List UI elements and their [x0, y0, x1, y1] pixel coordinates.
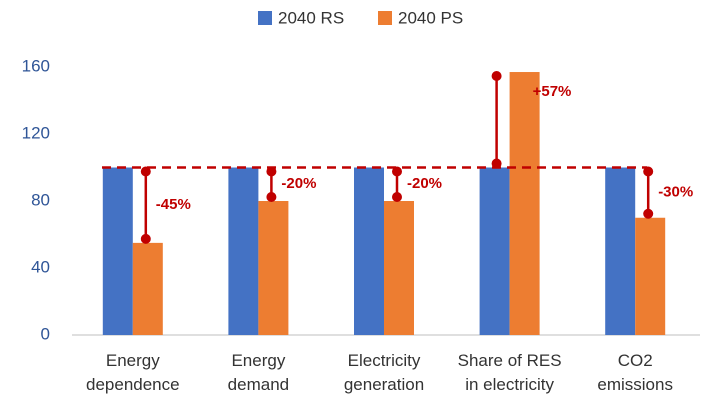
change-label: -20%: [407, 175, 442, 192]
y-tick-label: 160: [22, 56, 50, 75]
bar: [258, 201, 289, 335]
x-tick-label: Energy dependence: [86, 351, 180, 394]
change-dot: [140, 233, 151, 244]
legend-label: 2040 PS: [398, 8, 463, 27]
bar: [132, 242, 163, 335]
change-dot: [140, 166, 151, 177]
legend-swatch: [258, 11, 272, 25]
legend-swatch: [378, 11, 392, 25]
x-tick-label: Electricity generation: [343, 351, 425, 394]
legend-label: 2040 RS: [278, 8, 344, 27]
change-label: -30%: [658, 184, 693, 201]
y-tick-label: 120: [22, 123, 50, 142]
bar: [605, 167, 636, 335]
change-dot: [266, 192, 277, 202]
y-tick-label: 0: [41, 324, 50, 343]
change-label: +57%: [533, 83, 572, 100]
bar: [102, 167, 133, 335]
y-tick-label: 40: [31, 257, 50, 276]
change-label: -20%: [281, 175, 316, 192]
change-dot: [266, 166, 277, 177]
bar: [509, 72, 540, 336]
x-tick-label: Energy demand: [227, 351, 290, 394]
change-label: -45%: [156, 196, 191, 213]
bar: [384, 201, 414, 335]
change-dot: [392, 192, 402, 202]
bar: [635, 217, 666, 335]
x-tick-label: Share of RES in electricity: [457, 351, 562, 394]
x-tick-label: CO2 emissions: [597, 351, 673, 394]
change-dot: [491, 158, 502, 169]
bar: [479, 167, 510, 335]
change-dot: [643, 166, 654, 177]
bar: [354, 167, 384, 335]
y-tick-label: 80: [31, 190, 50, 209]
change-dot: [392, 166, 402, 177]
change-dot: [491, 71, 502, 82]
change-dot: [643, 208, 654, 219]
bar: [228, 167, 259, 335]
